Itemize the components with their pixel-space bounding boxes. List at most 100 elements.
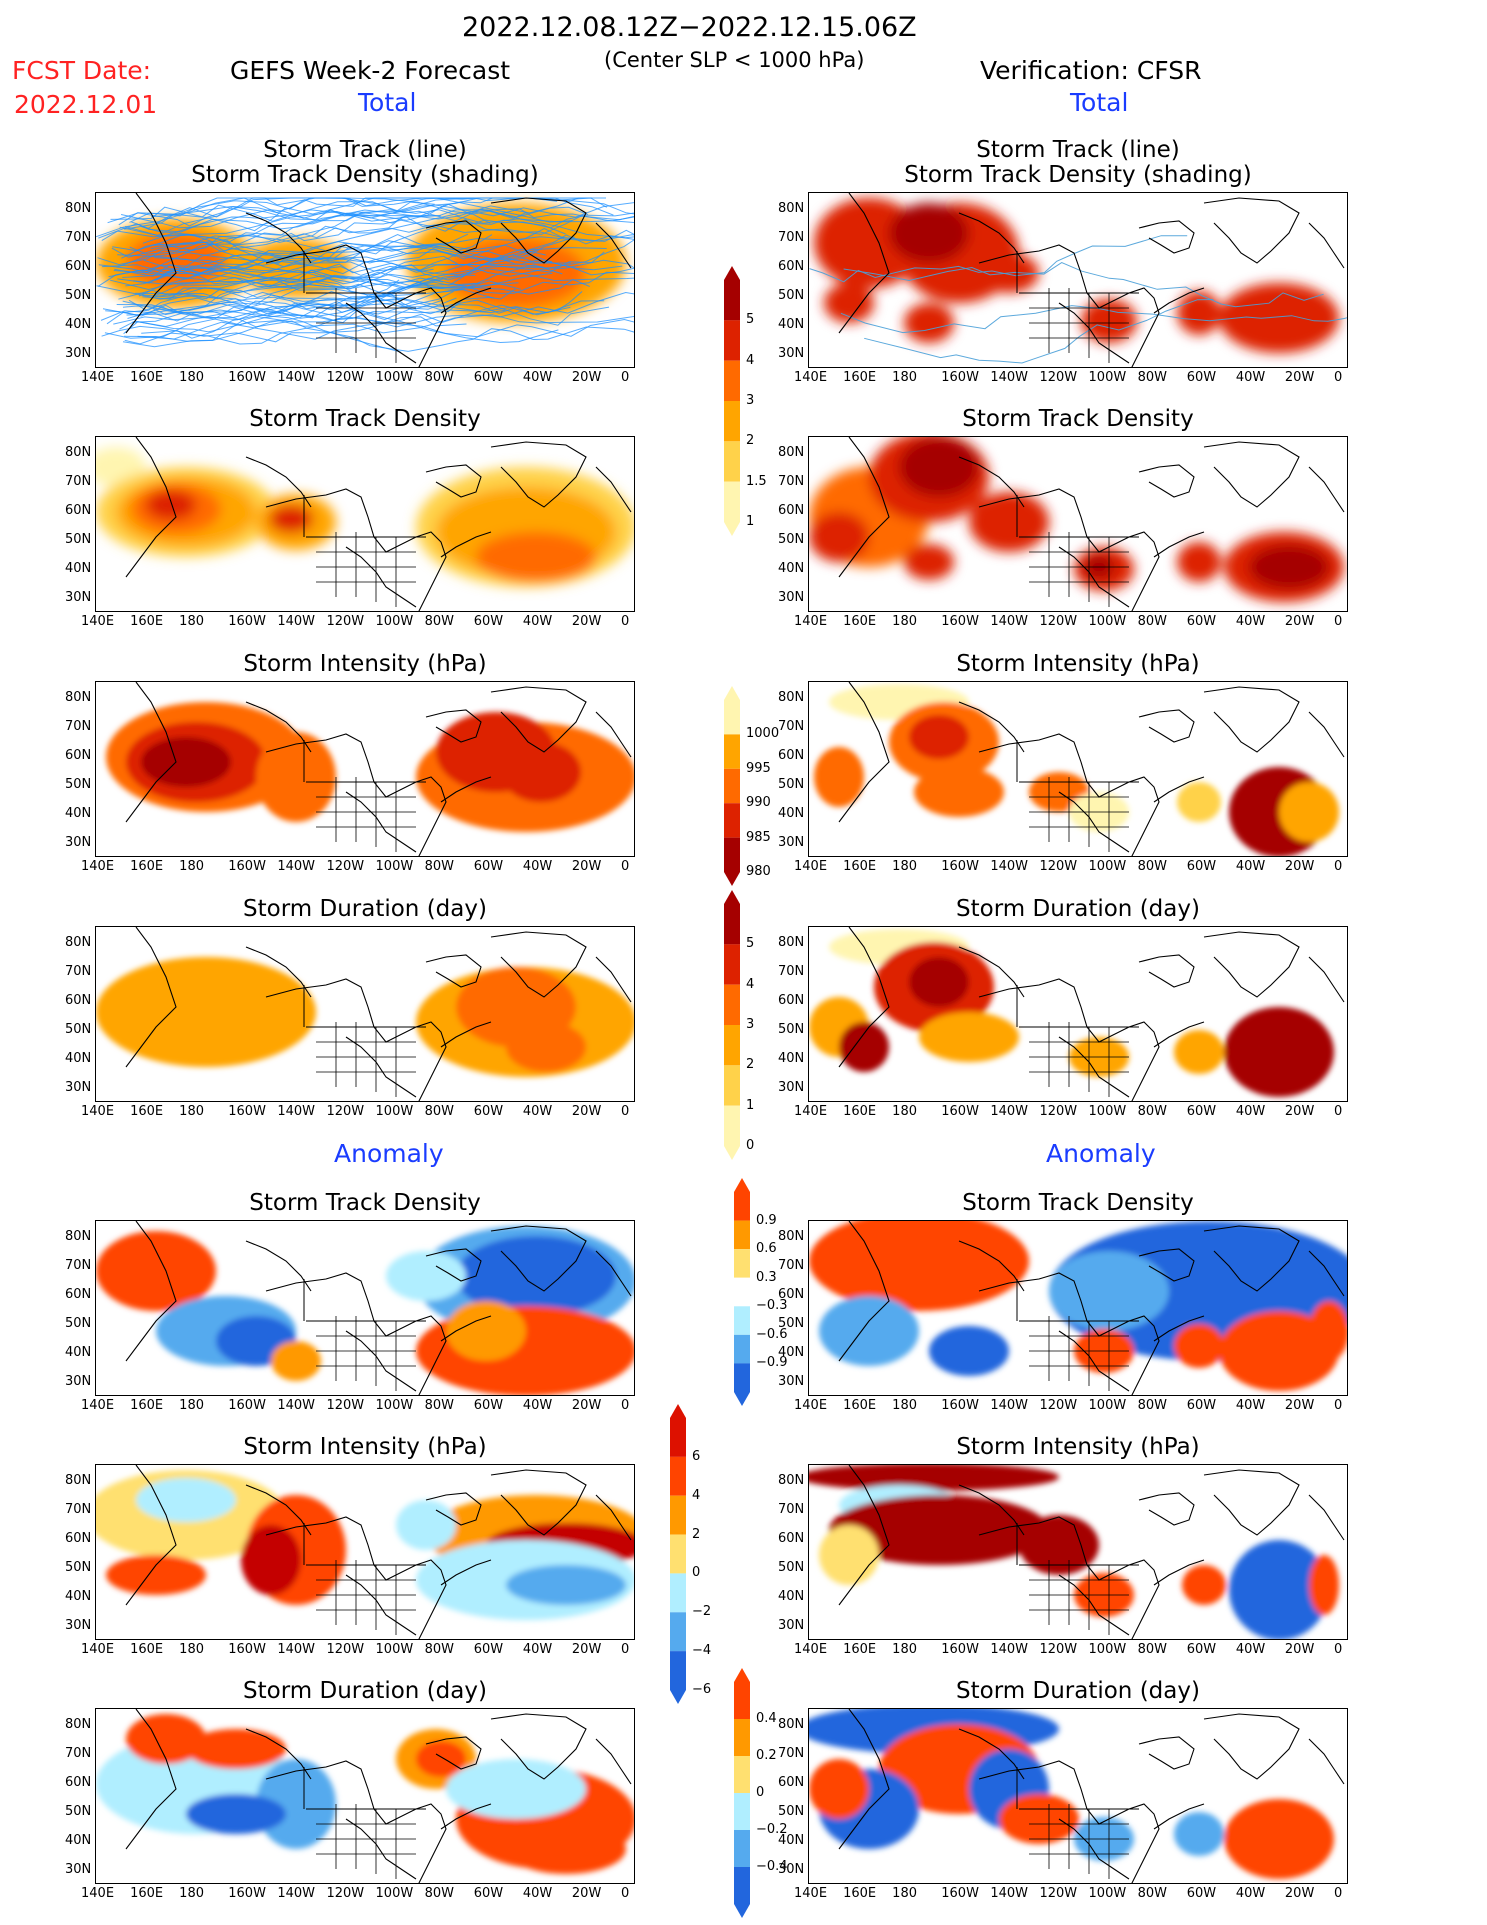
shade-region xyxy=(396,1500,456,1550)
storm-track-line xyxy=(119,314,634,334)
colorbar-swatch xyxy=(734,1249,750,1278)
lon-label: 180 xyxy=(179,1104,204,1119)
lon-label: 180 xyxy=(179,614,204,629)
lon-label: 140E xyxy=(794,1642,828,1657)
shade-region xyxy=(819,1525,879,1585)
shade-region xyxy=(969,492,1049,552)
colorbar-duration-total: 5 4 3 2 1 0 xyxy=(722,890,754,1164)
shade-region xyxy=(1049,1251,1169,1331)
lat-label: 40N xyxy=(778,1345,805,1360)
colorbar-label: 2 xyxy=(692,1526,701,1542)
storm-track-lines xyxy=(96,197,634,353)
lat-label: 80N xyxy=(778,201,805,216)
shade-region xyxy=(1177,542,1221,582)
lon-label: 140E xyxy=(794,1886,828,1901)
storm-track-line xyxy=(97,249,519,289)
lon-label: 40W xyxy=(522,859,553,874)
coastline xyxy=(1308,222,1345,269)
lon-label: 160W xyxy=(941,1104,979,1119)
lat-label: 40N xyxy=(778,806,805,821)
lon-label: 100W xyxy=(1088,859,1127,874)
lon-label: 120W xyxy=(1039,1886,1078,1901)
coastline xyxy=(125,927,177,1068)
colorbar-swatch xyxy=(734,1793,750,1830)
storm-track-line xyxy=(105,296,405,316)
shade-region xyxy=(1174,1812,1224,1856)
shade-region xyxy=(1182,1565,1226,1605)
coastline xyxy=(1153,1803,1205,1830)
lat-label: 80N xyxy=(778,1473,805,1488)
lon-label: 160W xyxy=(228,1104,266,1119)
right-anomaly-label: Anomaly xyxy=(1046,1139,1156,1168)
coastline xyxy=(265,978,447,1101)
lon-label: 180 xyxy=(892,1642,917,1657)
colorbar-swatch xyxy=(670,1612,686,1652)
lat-label: 30N xyxy=(778,1618,805,1633)
lon-label: 0 xyxy=(621,1104,630,1119)
lon-label: 160E xyxy=(843,1104,877,1119)
colorbar-label: −6 xyxy=(692,1682,712,1697)
colorbar-swatch xyxy=(734,1756,750,1793)
coastline xyxy=(1153,531,1205,558)
coastlines xyxy=(838,927,1345,1101)
coastline xyxy=(265,1760,447,1883)
state-borders xyxy=(316,532,416,607)
coastline xyxy=(490,1225,587,1292)
colorbar-label: 990 xyxy=(746,795,771,811)
lon-label: 0 xyxy=(621,1642,630,1657)
colorbar-density-anom: 0.9 0.6 0.3 −0.3 −0.6 −0.9 xyxy=(732,1178,788,1410)
lon-label: 160E xyxy=(130,1642,164,1657)
storm-track-line xyxy=(131,197,491,229)
coastline xyxy=(440,1559,492,1586)
lat-label: 60N xyxy=(65,503,92,518)
lon-label: 60W xyxy=(1186,614,1217,629)
lat-label: 50N xyxy=(778,1560,805,1575)
lat-label: 60N xyxy=(65,1287,92,1302)
panel-title: Storm Track Density xyxy=(962,1190,1194,1216)
coastline xyxy=(1203,1713,1300,1780)
lon-label: 160E xyxy=(130,1886,164,1901)
lon-label: 100W xyxy=(375,1104,414,1119)
coastline xyxy=(490,1713,587,1780)
lat-label: 80N xyxy=(65,935,92,950)
right-column-title: Verification: CFSR xyxy=(980,56,1202,85)
shade-region xyxy=(476,532,596,582)
shade-region xyxy=(446,1759,586,1819)
coastlines xyxy=(125,682,632,856)
panel-title: Storm Track Density (shading) xyxy=(191,162,539,188)
coastline xyxy=(595,956,632,1003)
colorbar-label: 0.6 xyxy=(756,1241,777,1257)
colorbar-label: 1.5 xyxy=(746,473,767,489)
coastline xyxy=(1153,1315,1205,1342)
lon-label: 140E xyxy=(81,1104,115,1119)
coastline xyxy=(1058,1574,1130,1636)
lon-label: 40W xyxy=(522,1886,553,1901)
national-border xyxy=(1016,740,1139,783)
colorbar-label: 0.3 xyxy=(756,1269,777,1285)
coastline xyxy=(595,222,632,269)
national-border xyxy=(1016,985,1139,1028)
coastline xyxy=(1203,1225,1300,1292)
lat-label: 70N xyxy=(65,1502,92,1517)
period-title: 2022.12.08.12Z−2022.12.15.06Z xyxy=(462,12,917,43)
shade-region xyxy=(1279,782,1339,842)
lat-label: 80N xyxy=(65,1717,92,1732)
shade-region xyxy=(809,1465,1059,1491)
storm-track-line xyxy=(843,262,1324,308)
lon-label: 60W xyxy=(473,1642,504,1657)
map-canvas xyxy=(809,1709,1345,1883)
colorbar-label: 4 xyxy=(746,976,755,992)
shade-region xyxy=(136,1478,236,1522)
lat-label: 70N xyxy=(778,1258,805,1273)
lon-label: 40W xyxy=(1235,614,1266,629)
shade-region xyxy=(446,1301,526,1361)
state-borders xyxy=(316,1316,416,1391)
colorbar-swatch xyxy=(734,1867,750,1918)
shade-region xyxy=(126,1714,206,1764)
national-border xyxy=(303,495,426,538)
shade-region xyxy=(914,767,1004,817)
colorbar-label: 2 xyxy=(746,433,755,449)
coastline xyxy=(345,302,417,364)
lat-label: 40N xyxy=(65,1833,92,1848)
shade-region xyxy=(269,505,313,533)
